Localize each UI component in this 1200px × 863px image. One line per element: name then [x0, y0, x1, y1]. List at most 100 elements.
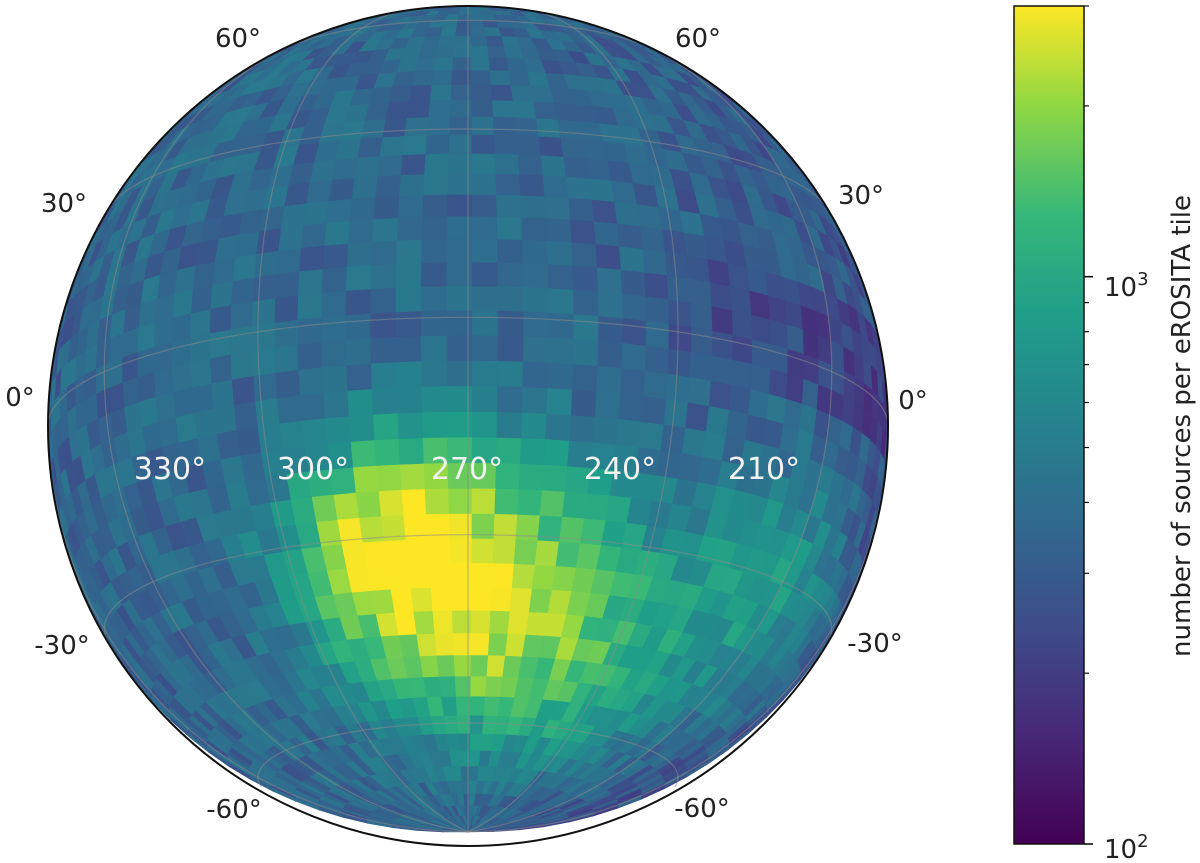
heatmap-cell	[468, 9, 482, 15]
heatmap-cell	[751, 338, 771, 369]
heatmap-cell	[725, 409, 749, 440]
heatmap-cell	[471, 385, 498, 413]
heatmap-cell	[495, 193, 522, 218]
heatmap-cell	[496, 385, 523, 413]
heatmap-cell	[372, 412, 399, 441]
heatmap-cell	[570, 388, 597, 417]
heatmap-cell	[666, 347, 691, 378]
heatmap-cell	[688, 351, 713, 381]
heatmap-cell	[490, 562, 514, 588]
heatmap-cell	[349, 439, 377, 468]
heatmap-cell	[547, 287, 574, 315]
heatmap-cell	[323, 220, 350, 246]
heatmap-cell	[469, 13, 483, 20]
heatmap-cell	[468, 779, 478, 794]
heatmap-cell	[591, 416, 619, 445]
heatmap-cell	[665, 372, 690, 403]
heatmap-cell	[518, 173, 545, 197]
heatmap-cell	[619, 367, 645, 397]
heatmap-cell	[710, 305, 733, 335]
lat-label-right-m60: -60°	[674, 794, 729, 824]
heatmap-cell	[711, 329, 733, 360]
lat-label-left-m60: -60°	[206, 795, 261, 825]
heatmap-cell	[189, 308, 211, 338]
heatmap-cell	[487, 56, 509, 71]
heatmap-cell	[618, 245, 645, 273]
heatmap-cell	[470, 632, 490, 656]
heatmap-cell	[369, 336, 396, 364]
heatmap-cell	[351, 175, 378, 200]
heatmap-cell	[541, 174, 569, 198]
heatmap-cell	[506, 610, 529, 635]
heatmap-cell	[273, 294, 299, 323]
heatmap-cell	[521, 239, 548, 265]
heatmap-cell	[644, 295, 669, 324]
heatmap-cell	[492, 116, 517, 136]
heatmap-cell	[511, 563, 535, 589]
heatmap-cell	[592, 220, 620, 247]
heatmap-cell	[489, 586, 512, 612]
heatmap-cell	[429, 586, 452, 612]
heatmap-cell	[490, 83, 513, 101]
heatmap-cell	[471, 359, 498, 387]
heatmap-cell	[344, 312, 371, 341]
heatmap-cell	[193, 408, 217, 439]
heatmap-cell	[484, 675, 503, 697]
heatmap-cell	[496, 334, 524, 362]
heatmap-cell	[280, 202, 307, 229]
heatmap-cell	[644, 319, 669, 349]
heatmap-cell	[253, 250, 279, 278]
heatmap-cell	[493, 134, 518, 155]
heatmap-cell	[331, 157, 358, 181]
heatmap-cell	[613, 200, 640, 227]
heatmap-cell	[252, 372, 278, 402]
heatmap-cell	[538, 489, 565, 517]
heatmap-cell	[521, 360, 549, 389]
heatmap-cell	[324, 415, 351, 445]
heatmap-cell	[274, 369, 300, 399]
heatmap-cell	[394, 286, 422, 313]
colorbar-frame	[1013, 5, 1085, 845]
heatmap-cell	[515, 134, 541, 156]
heatmap-cell	[547, 311, 574, 340]
heatmap-cell	[569, 218, 596, 245]
heatmap-cell	[468, 765, 479, 781]
heatmap-cell	[595, 365, 622, 394]
colorbar-label: number of sources per eROSITA tile	[1167, 195, 1197, 657]
heatmap-cell	[433, 632, 454, 656]
heatmap-cell	[398, 173, 425, 197]
heatmap-cell	[619, 268, 646, 297]
lon-label-300: 300°	[277, 452, 349, 487]
heatmap-cell	[372, 195, 400, 220]
heatmap-cell	[730, 358, 752, 390]
heatmap-cell	[744, 413, 767, 445]
heatmap-cell	[687, 376, 712, 407]
heatmap-cell	[420, 385, 448, 413]
heatmap-cell	[170, 361, 192, 393]
heatmap-cell	[522, 286, 549, 313]
heatmap-cell	[532, 100, 558, 120]
heatmap-cell	[471, 193, 497, 217]
heatmap-cell	[640, 395, 667, 425]
heatmap-cell	[189, 357, 212, 388]
heatmap-cell	[554, 540, 581, 568]
lon-label-330: 330°	[134, 452, 206, 487]
heatmap-cell	[521, 262, 549, 289]
heatmap-cell	[275, 247, 302, 275]
heatmap-cell	[396, 411, 423, 440]
heatmap-cell	[522, 310, 549, 338]
heatmap-cell	[731, 334, 753, 365]
heatmap-cell	[430, 69, 453, 86]
graticule-grid	[48, 6, 888, 833]
heatmap-cell	[421, 193, 448, 218]
heatmap-cell	[596, 266, 622, 294]
heatmap-cell	[570, 241, 597, 268]
heatmap-cell	[731, 309, 753, 340]
heatmap-cell	[299, 392, 326, 421]
heatmap-cell	[296, 341, 323, 371]
heatmap-cell	[546, 361, 574, 390]
heatmap-cell	[545, 387, 573, 416]
heatmap-cell	[353, 155, 380, 179]
heatmap-cell	[370, 239, 397, 266]
heatmap-cell	[517, 153, 543, 176]
